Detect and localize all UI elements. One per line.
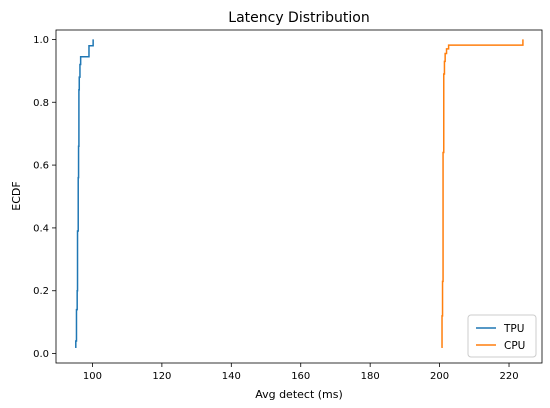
y-tick-label: 0.2 (33, 286, 49, 297)
plot-area (56, 30, 542, 363)
plot-frame (55, 29, 543, 364)
x-tick-label: 160 (291, 371, 310, 382)
y-tick-label: 0.8 (33, 98, 49, 109)
x-tick-label: 200 (430, 371, 449, 382)
legend-label-tpu: TPU (503, 323, 524, 335)
series-layer (75, 39, 524, 349)
legend-box (467, 314, 537, 358)
x-tick-label: 140 (222, 371, 241, 382)
legend-label-cpu: CPU (504, 340, 525, 352)
x-axis-label: Avg detect (ms) (255, 388, 343, 401)
y-axis: 0.0 0.2 0.4 0.6 0.8 1.0 (33, 35, 56, 360)
y-tick-label: 0.6 (33, 161, 49, 172)
x-axis: 100 120 140 160 180 200 220 (83, 363, 519, 382)
x-tick-label: 120 (152, 371, 171, 382)
x-tick-label: 100 (83, 371, 102, 382)
series-line-cpu (441, 39, 524, 349)
legend: TPU CPU (467, 314, 537, 358)
x-tick-label: 180 (361, 371, 380, 382)
series-line-tpu (75, 39, 94, 349)
y-tick-label: 1.0 (33, 35, 49, 46)
y-tick-label: 0.4 (33, 223, 49, 234)
y-tick-label: 0.0 (33, 349, 49, 360)
x-tick-label: 220 (499, 371, 518, 382)
chart-title: Latency Distribution (228, 10, 369, 26)
y-axis-label: ECDF (10, 181, 23, 210)
